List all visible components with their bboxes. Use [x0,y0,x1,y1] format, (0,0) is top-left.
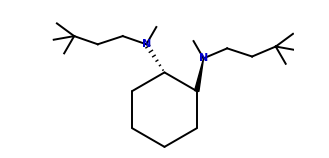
Text: N: N [199,53,208,63]
Text: N: N [142,39,151,49]
Polygon shape [194,58,204,91]
